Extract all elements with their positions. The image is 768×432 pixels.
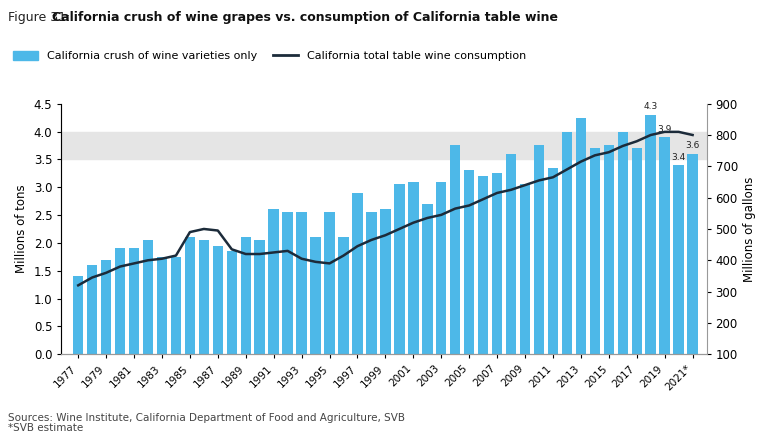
Bar xyxy=(143,240,154,354)
Bar xyxy=(338,237,349,354)
Text: Figure 31:: Figure 31: xyxy=(8,11,74,24)
Bar xyxy=(436,181,446,354)
Bar xyxy=(199,240,209,354)
Bar xyxy=(129,248,139,354)
Text: 4.3: 4.3 xyxy=(644,102,658,111)
Bar xyxy=(492,173,502,354)
Bar xyxy=(561,131,572,354)
Bar xyxy=(520,184,530,354)
Text: California crush of wine grapes vs. consumption of California table wine: California crush of wine grapes vs. cons… xyxy=(52,11,558,24)
Y-axis label: Millions of tons: Millions of tons xyxy=(15,184,28,273)
Bar xyxy=(408,181,419,354)
Text: 3.4: 3.4 xyxy=(671,152,686,162)
Text: Sources: Wine Institute, California Department of Food and Agriculture, SVB: Sources: Wine Institute, California Depa… xyxy=(8,413,405,422)
Bar xyxy=(310,237,321,354)
Bar xyxy=(184,237,195,354)
Bar xyxy=(674,165,684,354)
Bar xyxy=(254,240,265,354)
Bar xyxy=(450,146,461,354)
Bar xyxy=(296,212,307,354)
Bar xyxy=(283,212,293,354)
Bar xyxy=(157,257,167,354)
Bar xyxy=(366,212,376,354)
Bar xyxy=(534,146,545,354)
Bar xyxy=(115,248,125,354)
Text: *SVB estimate: *SVB estimate xyxy=(8,423,83,432)
Text: 3.9: 3.9 xyxy=(657,125,672,134)
Bar xyxy=(478,176,488,354)
Bar xyxy=(87,265,98,354)
Bar xyxy=(353,193,362,354)
Legend: California crush of wine varieties only, California total table wine consumption: California crush of wine varieties only,… xyxy=(13,51,526,61)
Bar xyxy=(645,115,656,354)
Bar xyxy=(394,184,405,354)
Bar xyxy=(660,137,670,354)
Bar xyxy=(506,154,516,354)
Bar xyxy=(101,260,111,354)
Bar xyxy=(617,131,628,354)
Bar xyxy=(464,171,475,354)
Bar xyxy=(213,246,223,354)
Text: 3.6: 3.6 xyxy=(685,141,700,150)
Bar xyxy=(269,210,279,354)
Bar xyxy=(61,131,707,159)
Bar xyxy=(576,118,586,354)
Bar xyxy=(631,148,642,354)
Bar xyxy=(170,257,181,354)
Bar xyxy=(380,210,391,354)
Bar xyxy=(240,237,251,354)
Bar xyxy=(73,276,84,354)
Bar xyxy=(604,146,614,354)
Bar xyxy=(548,168,558,354)
Bar xyxy=(687,154,698,354)
Bar xyxy=(590,148,600,354)
Bar xyxy=(422,204,432,354)
Bar xyxy=(227,251,237,354)
Bar xyxy=(324,212,335,354)
Y-axis label: Millions of gallons: Millions of gallons xyxy=(743,176,756,282)
